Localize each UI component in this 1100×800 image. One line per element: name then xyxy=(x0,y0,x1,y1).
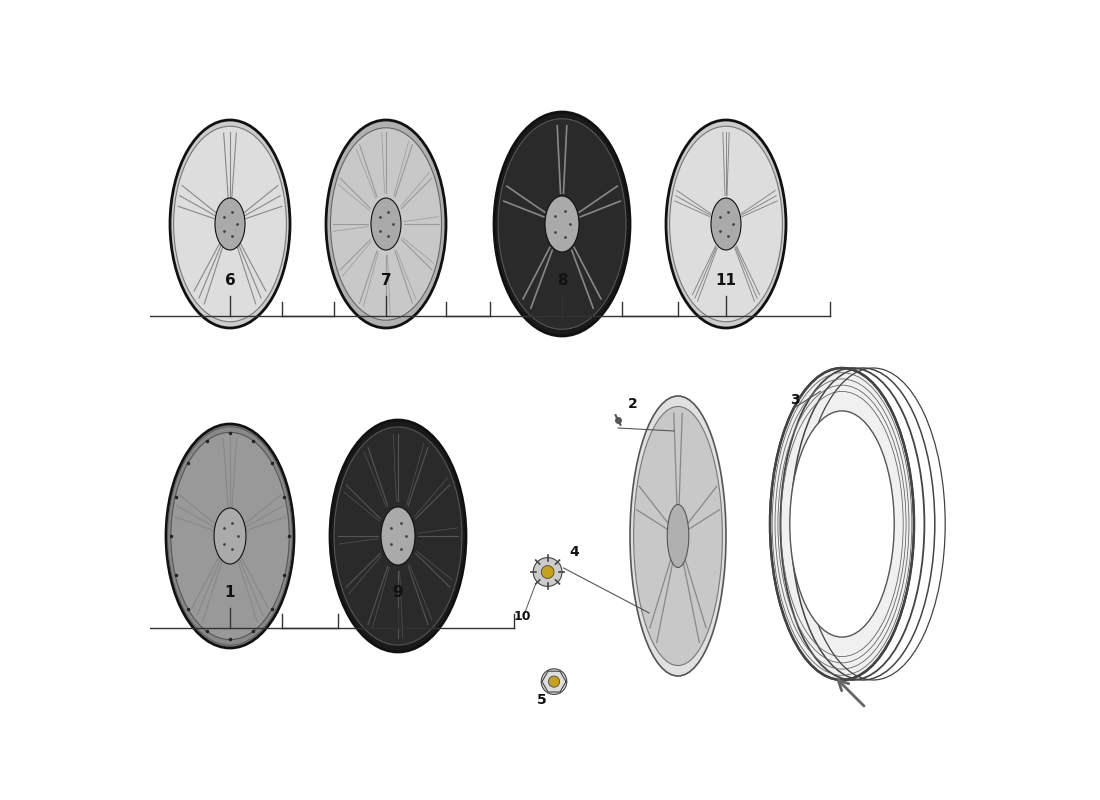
Ellipse shape xyxy=(790,411,894,637)
Circle shape xyxy=(549,676,560,687)
Text: 7: 7 xyxy=(381,273,392,288)
Text: 6: 6 xyxy=(224,273,235,288)
Ellipse shape xyxy=(668,505,689,567)
Text: 1: 1 xyxy=(224,585,235,600)
Text: 9: 9 xyxy=(393,585,404,600)
Ellipse shape xyxy=(330,420,466,652)
Ellipse shape xyxy=(326,120,446,328)
Ellipse shape xyxy=(214,198,245,250)
Ellipse shape xyxy=(634,406,723,666)
Ellipse shape xyxy=(330,128,441,320)
Ellipse shape xyxy=(666,120,786,328)
Ellipse shape xyxy=(711,198,741,250)
Circle shape xyxy=(534,558,562,586)
Ellipse shape xyxy=(214,508,246,564)
Text: 11: 11 xyxy=(715,273,737,288)
FancyArrowPatch shape xyxy=(838,680,864,706)
Ellipse shape xyxy=(494,112,630,336)
Circle shape xyxy=(541,566,554,578)
Ellipse shape xyxy=(371,198,402,250)
Text: 4: 4 xyxy=(569,545,579,559)
Ellipse shape xyxy=(166,424,294,648)
Ellipse shape xyxy=(381,507,415,565)
Ellipse shape xyxy=(334,427,462,645)
Ellipse shape xyxy=(544,196,579,252)
Text: 3: 3 xyxy=(790,393,800,407)
Ellipse shape xyxy=(770,368,914,680)
Ellipse shape xyxy=(630,396,726,676)
Ellipse shape xyxy=(670,126,782,322)
Text: 2: 2 xyxy=(628,397,637,411)
Ellipse shape xyxy=(174,126,286,322)
Text: 5: 5 xyxy=(537,693,546,707)
Circle shape xyxy=(541,669,567,694)
Ellipse shape xyxy=(170,120,290,328)
Ellipse shape xyxy=(498,118,626,330)
Text: 8: 8 xyxy=(557,273,568,288)
Text: 10: 10 xyxy=(514,610,530,623)
Ellipse shape xyxy=(170,432,289,640)
